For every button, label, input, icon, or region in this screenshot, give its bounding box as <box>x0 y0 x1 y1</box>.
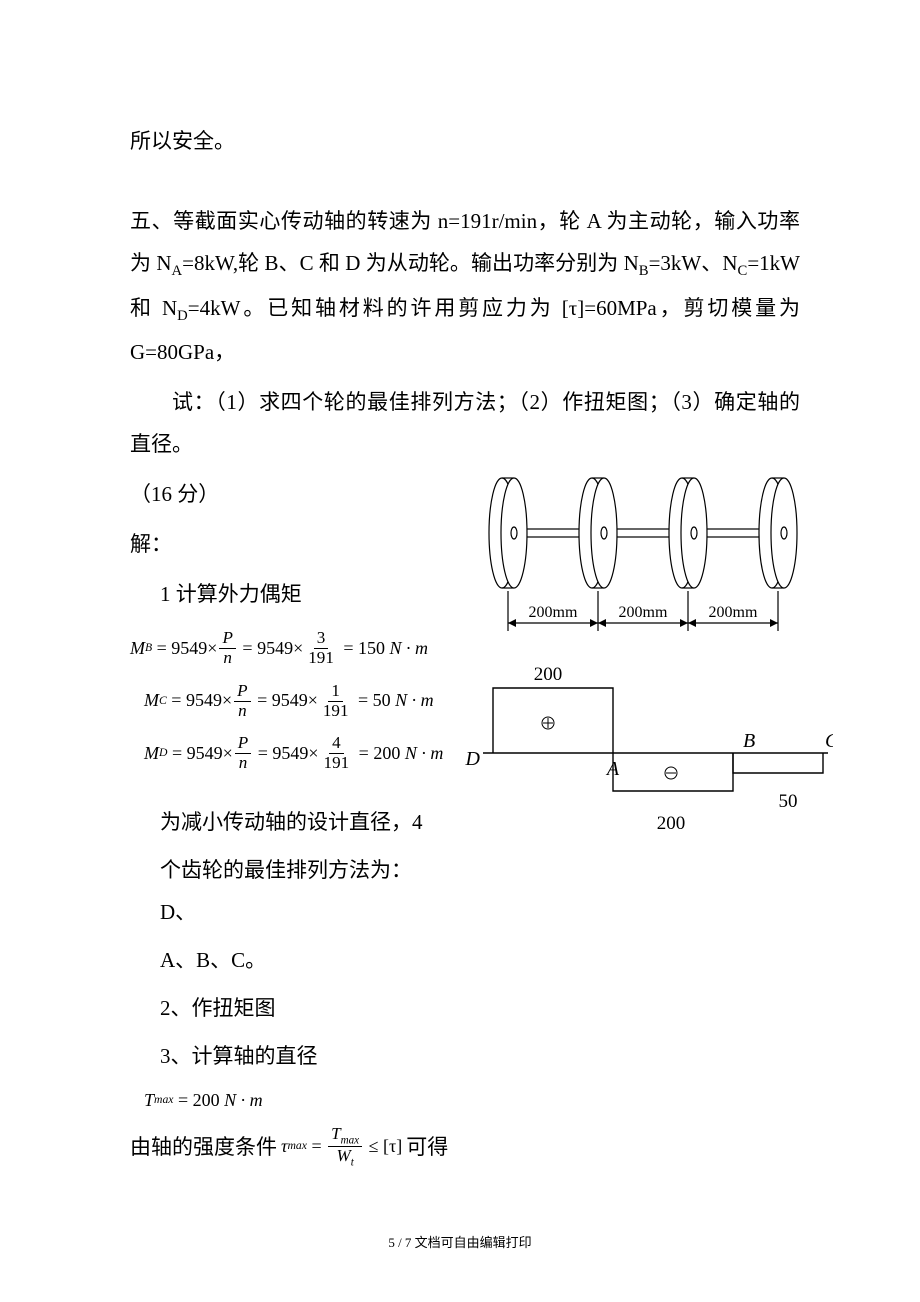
torque-val-top: 200 <box>534 664 563 685</box>
text: =3kW、N <box>649 251 738 275</box>
eq-md: MD = 9549× Pn = 9549× 4191 = 200 N · m <box>144 734 443 773</box>
best-arrangement-2: 个齿轮的最佳排列方法为：D、 <box>160 849 443 933</box>
label-c: C <box>825 730 833 752</box>
solve-label: 解： <box>130 523 443 565</box>
right-column: 200mm 200mm 200mm <box>453 473 833 863</box>
subscript: B <box>639 263 649 279</box>
subscript: C <box>738 263 748 279</box>
columns: （16 分） 解： 1 计算外力偶矩 MB = 9549× Pn = 9549×… <box>130 473 800 1125</box>
text: =4kW。已知轴材料的许用剪应力为 [τ]=60MPa，剪切模量为 G=80GP… <box>130 296 800 365</box>
torque-diagram: 200 50 200 D A B C <box>453 653 833 863</box>
task-line: 试：（1）求四个轮的最佳排列方法；（2）作扭矩图；（3）确定轴的直径。 <box>130 381 800 465</box>
page: 所以安全。 五、等截面实心传动轴的转速为 n=191r/min，轮 A 为主动轮… <box>0 0 920 1302</box>
page-footer: 5 / 7 文档可自由编辑打印 <box>0 1230 920 1256</box>
svg-text:200mm: 200mm <box>709 604 758 621</box>
torque-val-mid: 50 <box>779 791 798 812</box>
step-1: 1 计算外力偶矩 <box>160 573 443 615</box>
eq-mb: MB = 9549× Pn = 9549× 3191 = 150 N · m <box>130 629 443 668</box>
eq-mc: MC = 9549× Pn = 9549× 1191 = 50 N · m <box>144 682 443 721</box>
step-3: 3、计算轴的直径 <box>160 1035 443 1077</box>
score: （16 分） <box>130 473 443 515</box>
subscript: A <box>172 263 183 279</box>
step-2: 2、作扭矩图 <box>160 987 443 1029</box>
subscript: D <box>177 308 188 324</box>
label-d: D <box>465 748 481 770</box>
torque-val-bot: 200 <box>657 813 686 834</box>
svg-text:200mm: 200mm <box>529 604 578 621</box>
best-arrangement-3: A、B、C。 <box>160 939 443 981</box>
left-column: （16 分） 解： 1 计算外力偶矩 MB = 9549× Pn = 9549×… <box>130 473 443 1125</box>
problem-statement: 五、等截面实心传动轴的转速为 n=191r/min，轮 A 为主动轮，输入功率为… <box>130 200 800 373</box>
label-b: B <box>743 730 755 752</box>
eq-tmax: Tmax = 200 N · m <box>144 1091 443 1111</box>
label-a: A <box>605 758 620 780</box>
strength-condition: 由轴的强度条件 τmax = Tmax Wt ≤ [τ] 可得 <box>130 1125 800 1169</box>
svg-text:200mm: 200mm <box>619 604 668 621</box>
best-arrangement-1: 为减小传动轴的设计直径，4 <box>160 801 443 843</box>
shaft-diagram: 200mm 200mm 200mm <box>453 473 823 653</box>
top-conclusion: 所以安全。 <box>130 120 800 162</box>
text: =8kW,轮 B、C 和 D 为从动轮。输出功率分别为 N <box>182 251 639 275</box>
